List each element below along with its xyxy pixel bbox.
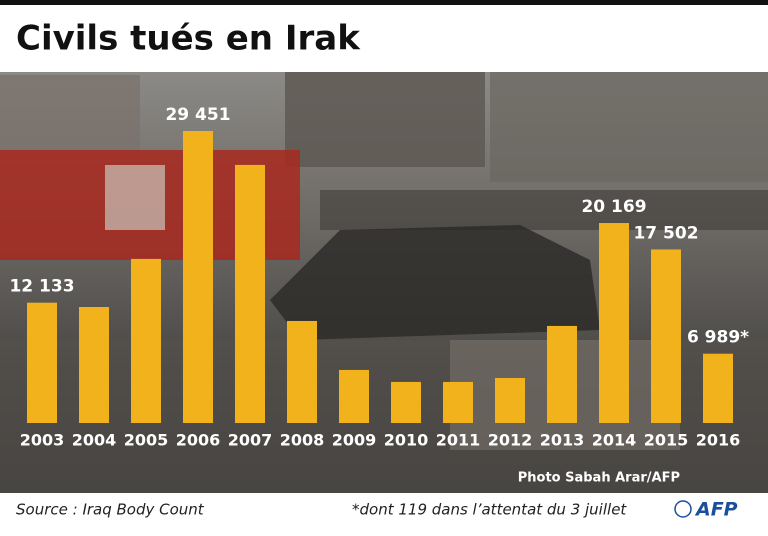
top-bar (0, 0, 768, 5)
x-tick-label: 2007 (228, 431, 273, 450)
source: Source : Iraq Body Count (16, 501, 205, 519)
x-tick-label: 2005 (124, 431, 169, 450)
value-label: 6 989* (687, 328, 749, 348)
x-tick-label: 2016 (696, 431, 741, 450)
bar (287, 320, 317, 423)
photo (0, 72, 768, 493)
bar (183, 131, 213, 423)
bar (651, 249, 681, 423)
x-tick-label: 2009 (332, 431, 377, 450)
bar (443, 381, 473, 423)
chart-title: Civils tués en Irak (16, 19, 361, 59)
bar (79, 306, 109, 423)
bar (339, 369, 369, 423)
bar (547, 325, 577, 423)
bar (703, 353, 733, 423)
x-tick-label: 2006 (176, 431, 221, 450)
value-label: 12 133 (9, 277, 74, 297)
x-tick-label: 2014 (592, 431, 637, 450)
x-tick-label: 2015 (644, 431, 689, 450)
bar (391, 381, 421, 423)
bar (235, 164, 265, 423)
x-tick-label: 2012 (488, 431, 533, 450)
bar (27, 302, 57, 423)
x-tick-label: 2010 (384, 431, 429, 450)
value-label: 29 451 (165, 105, 230, 125)
bar (599, 223, 629, 423)
value-label: 20 169 (581, 197, 646, 217)
copyright-icon (674, 500, 692, 518)
x-tick-label: 2011 (436, 431, 481, 450)
x-tick-label: 2013 (540, 431, 585, 450)
footnote: *dont 119 dans l’attentat du 3 juillet (352, 501, 627, 519)
x-tick-label: 2004 (72, 431, 117, 450)
photo-credit: Photo Sabah Arar/AFP (518, 471, 680, 486)
value-label: 17 502 (633, 223, 698, 243)
bar (131, 258, 161, 423)
x-tick-label: 2008 (280, 431, 325, 450)
bar (495, 377, 525, 423)
x-tick-label: 2003 (20, 431, 65, 450)
logo: AFP (694, 499, 738, 521)
